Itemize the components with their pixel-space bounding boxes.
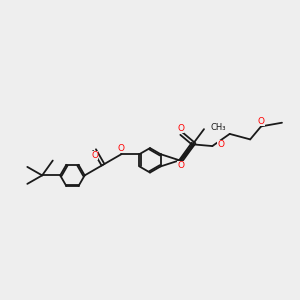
Text: O: O	[217, 140, 224, 149]
Text: O: O	[177, 161, 184, 170]
Text: O: O	[177, 124, 184, 133]
Text: O: O	[91, 151, 98, 160]
Text: O: O	[118, 144, 125, 153]
Text: CH₃: CH₃	[211, 124, 226, 133]
Text: O: O	[258, 117, 265, 126]
